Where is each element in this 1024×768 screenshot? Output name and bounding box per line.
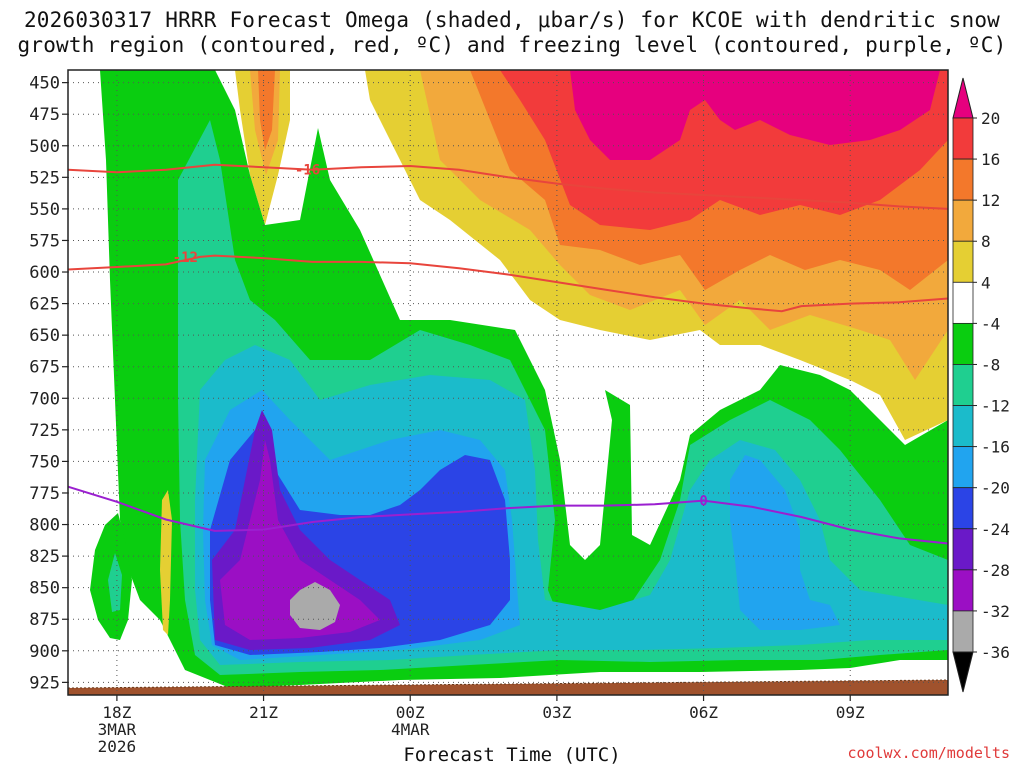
y-tick-label: 650 bbox=[29, 326, 60, 346]
x-tick-label: 03Z bbox=[542, 703, 571, 722]
title-line-2: growth region (contoured, red, ºC) and f… bbox=[17, 33, 1007, 57]
colorbar-swatch bbox=[952, 117, 974, 160]
colorbar-label: -16 bbox=[981, 438, 1010, 457]
y-tick-label: 450 bbox=[29, 74, 60, 94]
omega-shade-minus16-east bbox=[730, 455, 840, 630]
colorbar-swatch bbox=[952, 528, 974, 571]
y-tick-label: 675 bbox=[29, 358, 60, 378]
grid-lines bbox=[68, 70, 948, 695]
x-tick-label: 21Z bbox=[249, 703, 278, 722]
contour-line bbox=[67, 254, 949, 313]
colorbar-label: 16 bbox=[981, 150, 1000, 169]
colorbar-swatch bbox=[952, 405, 974, 448]
colorbar-label: -36 bbox=[981, 643, 1010, 662]
contour-label: 0 bbox=[699, 494, 707, 510]
title-line-1: 2026030317 HRRR Forecast Omega (shaded, … bbox=[23, 8, 1001, 32]
y-tick-label: 875 bbox=[29, 610, 60, 630]
colorbar-label: -4 bbox=[981, 314, 1000, 333]
colorbar: 20 16 12 8 4 -4 -8 -12 -16 -20 -24 -28 -32 -36 bbox=[952, 77, 1010, 693]
y-tick-label: 725 bbox=[29, 421, 60, 441]
omega-shade-minus28 bbox=[220, 440, 380, 640]
y-tick-label: 750 bbox=[29, 452, 60, 472]
contour-line bbox=[67, 163, 949, 210]
contour-line bbox=[67, 485, 949, 545]
x-tick-label: 06Z bbox=[689, 703, 718, 722]
colorbar-swatch bbox=[952, 446, 974, 489]
y-tick-label: 500 bbox=[29, 137, 60, 157]
y-tick-label: 900 bbox=[29, 642, 60, 662]
y-tick-label: 625 bbox=[29, 295, 60, 315]
colorbar-swatch bbox=[952, 240, 974, 283]
y-tick-label: 600 bbox=[29, 263, 60, 283]
omega-shade-small-cell bbox=[160, 490, 172, 635]
colorbar-label: -8 bbox=[981, 355, 1000, 374]
omega-shade-20 bbox=[570, 70, 940, 160]
y-tick-label: 525 bbox=[29, 168, 60, 188]
contour-label: -16 bbox=[295, 163, 320, 179]
colorbar-label: 20 bbox=[981, 109, 1000, 128]
y-tick-label: 800 bbox=[29, 516, 60, 536]
colorbar-label: -20 bbox=[981, 479, 1010, 498]
colorbar-label: -12 bbox=[981, 397, 1010, 416]
y-tick-label: 700 bbox=[29, 389, 60, 409]
x-tick-label: 18Z bbox=[102, 703, 131, 722]
colorbar-swatch bbox=[952, 487, 974, 530]
x-tick-label: 00Z bbox=[396, 703, 425, 722]
y-tick-label: 825 bbox=[29, 547, 60, 567]
colorbar-label: -28 bbox=[981, 561, 1010, 580]
y-tick-label: 850 bbox=[29, 579, 60, 599]
colorbar-label: 4 bbox=[981, 273, 991, 292]
y-tick-label: 925 bbox=[29, 673, 60, 693]
credit-text: coolwx.com/modelts bbox=[847, 744, 1010, 762]
chart-title: 2026030317 HRRR Forecast Omega (shaded, … bbox=[0, 8, 1024, 58]
colorbar-top-arrow bbox=[952, 77, 974, 119]
contour-label: -12 bbox=[173, 250, 198, 266]
y-tick-label: 550 bbox=[29, 200, 60, 220]
colorbar-swatch bbox=[952, 158, 974, 201]
y-axis: 450 475 500 525 550 575 600 625 650 675 700 725 750 7… bbox=[29, 74, 68, 693]
plot-frame bbox=[67, 69, 949, 696]
colorbar-label: -32 bbox=[981, 602, 1010, 621]
omega-shade-minus8-west bbox=[108, 553, 122, 612]
omega-shade-minus32 bbox=[290, 582, 340, 630]
ground-edge bbox=[68, 679, 948, 689]
y-tick-label: 475 bbox=[29, 105, 60, 125]
colorbar-swatch bbox=[952, 569, 974, 612]
colorbar-label: 8 bbox=[981, 232, 991, 251]
x-tick-label: 09Z bbox=[836, 703, 865, 722]
omega-shade-12b bbox=[258, 70, 275, 150]
colorbar-label: -24 bbox=[981, 520, 1010, 539]
colorbar-swatch bbox=[952, 364, 974, 406]
x-axis-title: Forecast Time (UTC) bbox=[403, 744, 621, 766]
colorbar-label: 12 bbox=[981, 191, 1000, 210]
colorbar-swatch bbox=[952, 281, 974, 324]
y-tick-label: 575 bbox=[29, 231, 60, 251]
x-tick-sublabel: 4MAR bbox=[391, 720, 430, 739]
omega-shading bbox=[68, 70, 948, 695]
colorbar-swatch bbox=[952, 199, 974, 242]
colorbar-bottom-arrow bbox=[952, 651, 974, 693]
temperature-contours: -16 -12 0 bbox=[67, 163, 949, 545]
colorbar-swatch bbox=[952, 610, 974, 653]
x-tick-sublabel: 3MAR bbox=[98, 720, 137, 739]
x-tick-sublabel: 2026 bbox=[98, 737, 137, 756]
colorbar-swatch bbox=[952, 322, 974, 365]
y-tick-label: 775 bbox=[29, 484, 60, 504]
ground-terrain bbox=[68, 680, 948, 695]
